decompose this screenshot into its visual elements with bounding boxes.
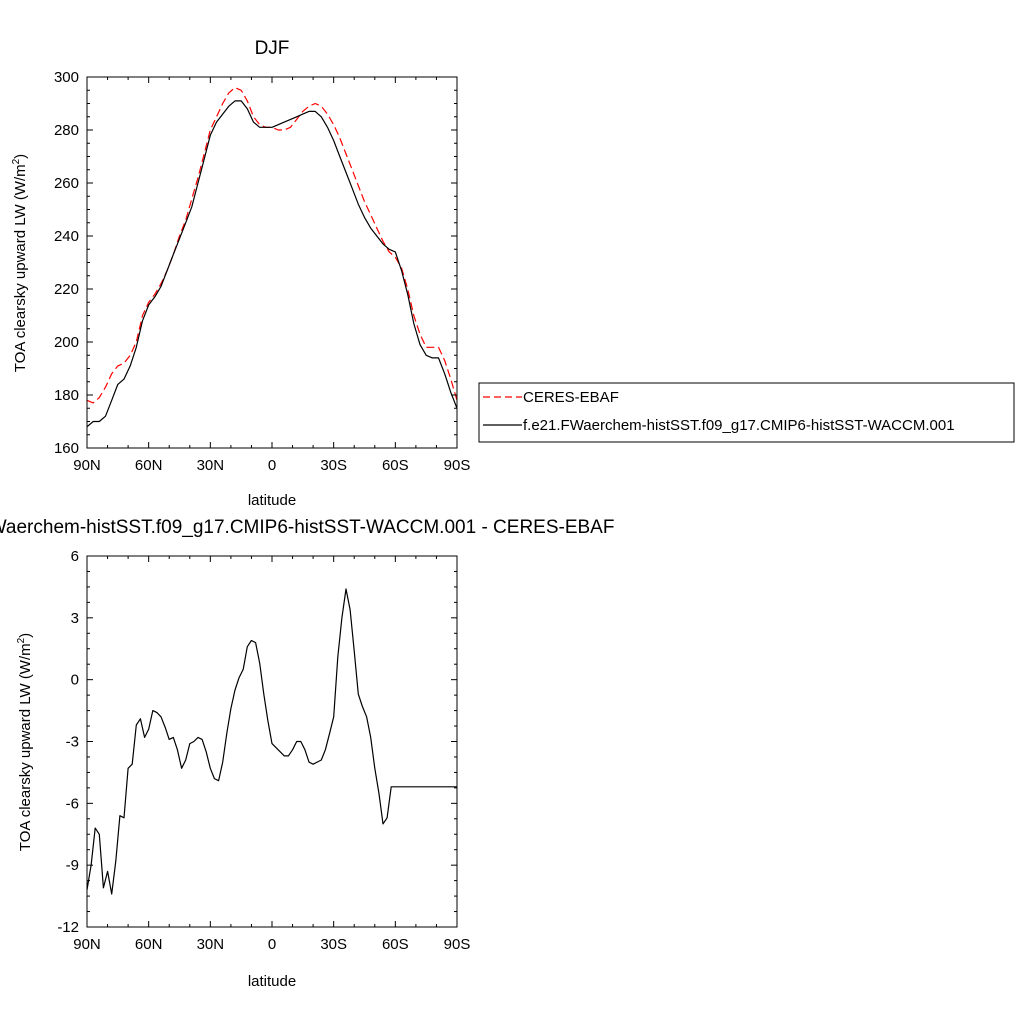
top-y-axis-label-sup: 2 [11,158,22,164]
legend-label-ceres: CERES-EBAF [523,389,619,406]
top-x-ticks: 90N 60N 30N 0 30S 60S 90S [73,77,470,474]
bottom-y-ticks: -12 -9 -6 -3 0 3 6 [57,548,457,936]
top-panel: DJF 160 180 200 220 240 260 280 300 90N 60N 30N 0 3… [11,38,470,509]
top-x-tick-label: 60S [382,457,409,474]
top-y-axis-label: TOA clearsky upward LW (W/m2) [11,154,29,372]
top-x-tick-label: 90S [444,457,471,474]
bottom-x-tick-label: 0 [268,936,276,953]
top-y-axis-label-close: ) [12,154,29,159]
legend-label-model: f.e21.FWaerchem-histSST.f09_g17.CMIP6-hi… [523,417,955,434]
bottom-y-tick-label: -6 [66,795,79,812]
top-y-tick-label: 260 [54,175,79,192]
bottom-y-tick-label: -12 [57,919,79,936]
bottom-panel: f.e21.FWaerchem-histSST.f09_g17.CMIP6-hi… [0,517,614,990]
legend: CERES-EBAF f.e21.FWaerchem-histSST.f09_g… [478,382,1015,443]
legend-frame [478,382,1015,443]
bottom-y-axis-label-sup: 2 [16,637,27,643]
top-x-tick-label: 30N [197,457,225,474]
bottom-y-tick-label: -3 [66,734,79,751]
bottom-x-tick-label: 60S [382,936,409,953]
top-y-tick-label: 220 [54,281,79,298]
top-y-tick-label: 240 [54,228,79,245]
top-chart-title: DJF [255,38,290,59]
bottom-x-tick-label: 90S [444,936,471,953]
bottom-y-tick-label: 6 [71,548,79,565]
bottom-x-ticks: 90N 60N 30N 0 30S 60S 90S [73,556,470,953]
top-x-tick-label: 0 [268,457,276,474]
bottom-y-tick-label: 0 [71,672,79,689]
top-y-ticks: 160 180 200 220 240 260 280 300 [54,69,457,457]
bottom-x-axis-label: latitude [248,973,296,990]
bottom-series-line-0 [86,588,457,895]
bottom-y-tick-label: -9 [66,857,79,874]
top-series-line-1 [86,100,458,428]
top-plot-frame [86,76,458,449]
top-y-tick-label: 300 [54,69,79,86]
top-plot-series [86,86,458,428]
top-x-axis-label: latitude [248,492,296,509]
bottom-y-axis-label-main: TOA clearsky upward LW (W/m [17,643,34,851]
top-y-tick-label: 180 [54,387,79,404]
bottom-chart-title: f.e21.FWaerchem-histSST.f09_g17.CMIP6-hi… [0,517,614,538]
bottom-y-tick-label: 3 [71,610,79,627]
bottom-plot-series [86,588,457,895]
top-x-tick-label: 30S [320,457,347,474]
top-series-line-0 [86,86,458,404]
bottom-x-tick-label: 30S [320,936,347,953]
top-x-tick-label: 90N [73,457,101,474]
top-y-tick-label: 280 [54,122,79,139]
top-x-tick-label: 60N [135,457,163,474]
bottom-x-tick-label: 30N [197,936,225,953]
bottom-y-axis-label: TOA clearsky upward LW (W/m2) [16,633,34,851]
top-y-tick-label: 200 [54,334,79,351]
bottom-x-tick-label: 60N [135,936,163,953]
bottom-y-axis-label-close: ) [17,633,34,638]
top-y-axis-label-main: TOA clearsky upward LW (W/m [12,164,29,372]
bottom-x-tick-label: 90N [73,936,101,953]
top-y-tick-label: 160 [54,440,79,457]
